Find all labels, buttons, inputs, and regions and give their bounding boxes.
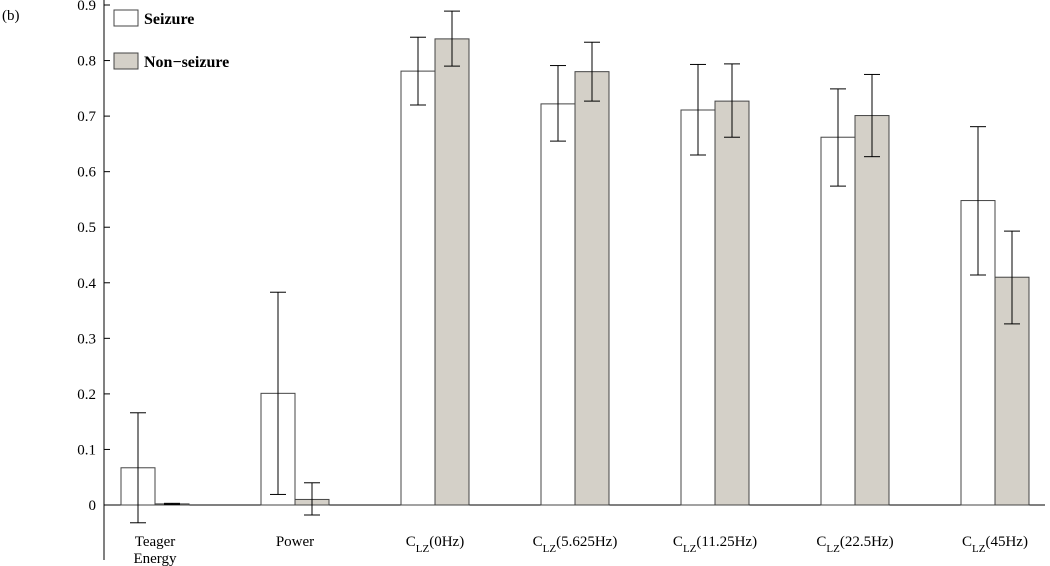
bar-seizure [820,136,856,506]
bar-seizure [540,103,576,506]
legend-label-non-seizure: Non−seizure [144,54,229,71]
y-tick-label: 0.6 [77,165,96,181]
bar-non-seizure [574,71,610,506]
x-tick-label: Power [276,534,314,550]
legend-swatch-non-seizure [113,52,139,70]
y-tick-label: 0.9 [77,0,96,14]
x-tick-label-line2: Energy [133,551,177,566]
x-tick-label: CLZ(5.625Hz) [533,534,618,555]
y-tick-label: 0.7 [77,109,96,125]
y-tick-label: 0.3 [77,331,96,347]
bar-seizure [680,109,716,506]
bar-non-seizure [434,38,470,506]
legend-label-seizure: Seizure [144,11,194,28]
bar-non-seizure [854,115,890,506]
x-tick-label: Teager [135,534,176,550]
y-tick-label: 0.1 [77,442,96,458]
x-tick-label: CLZ(0Hz) [406,534,464,555]
bar-seizure [400,70,436,506]
bar-non-seizure [714,100,750,506]
x-tick-label: CLZ(22.5Hz) [816,534,893,555]
y-tick-label: 0.5 [77,220,96,236]
y-tick-label: 0.4 [77,276,96,292]
legend-swatch-seizure [113,9,139,27]
x-tick-label: CLZ(45Hz) [962,534,1028,555]
y-tick-label: 0.8 [77,54,96,70]
y-tick-label: 0.2 [77,387,96,403]
panel-label: (b) [2,8,20,24]
x-tick-label: CLZ(11.25Hz) [673,534,757,555]
y-tick-label: 0 [89,498,97,514]
